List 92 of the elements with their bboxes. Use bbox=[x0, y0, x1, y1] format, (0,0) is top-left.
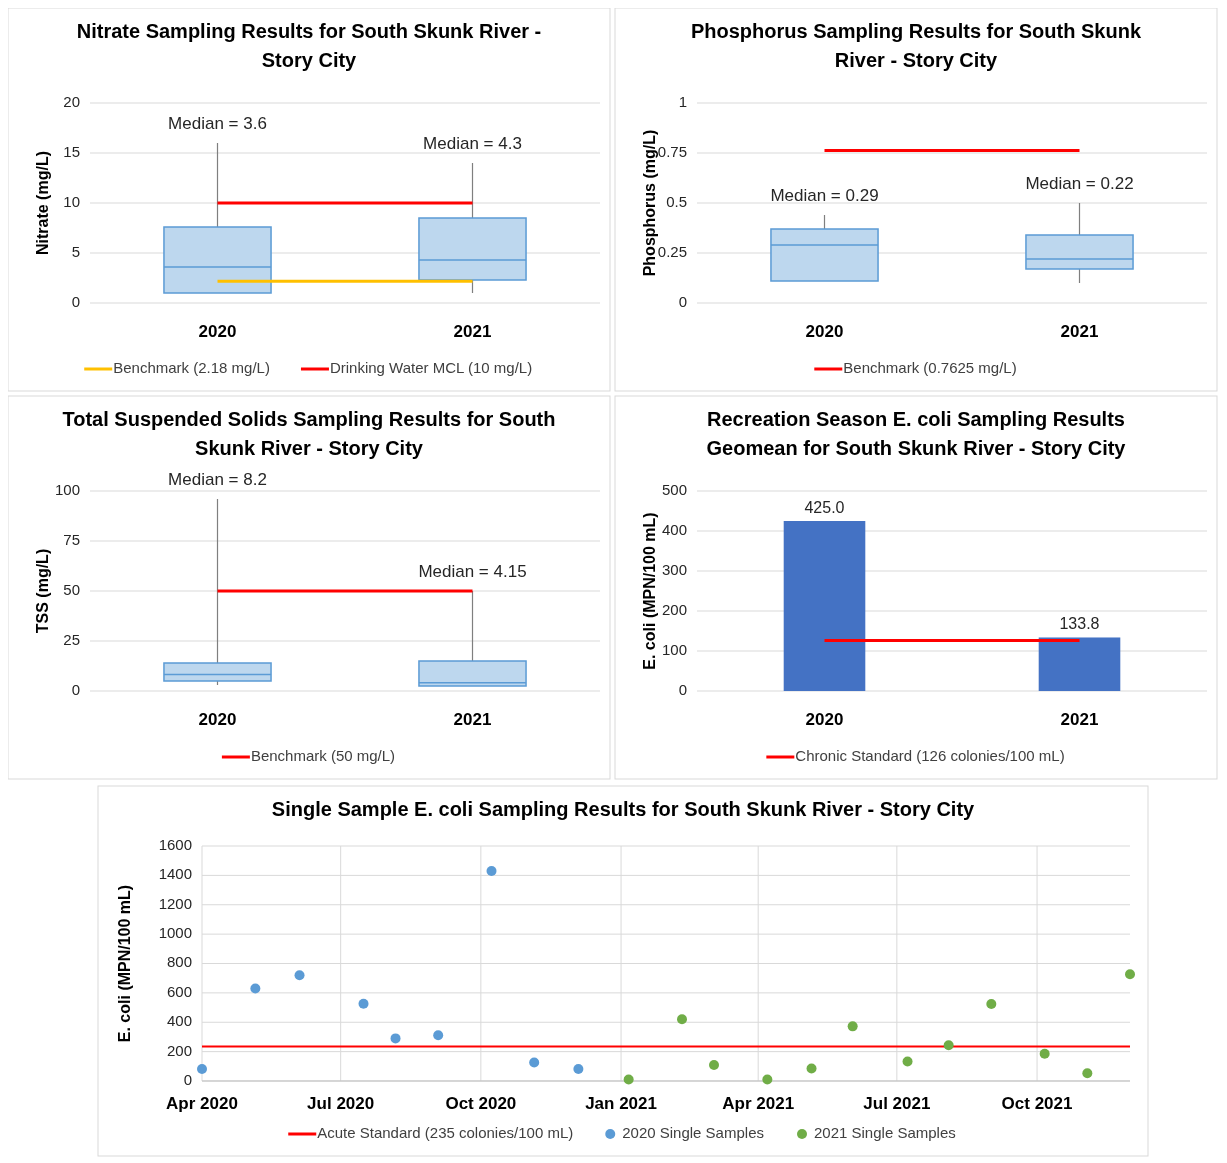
chart-title: Recreation Season E. coli Sampling Results Geomean for South Skunk River - Story City bbox=[706, 408, 1127, 459]
annotation: Median = 0.29 bbox=[770, 186, 879, 205]
y-tick-label: 20 bbox=[63, 92, 80, 110]
text: Median = 8.2 bbox=[168, 470, 267, 489]
point bbox=[902, 1056, 913, 1067]
x-tick-label: 2020 bbox=[805, 710, 844, 729]
y-tick-label: 300 bbox=[661, 560, 687, 578]
data-label: 133.8 bbox=[1059, 615, 1100, 633]
y-tick-label: 0 bbox=[183, 1070, 192, 1088]
y-tick-label: 1600 bbox=[158, 835, 192, 853]
y-tick-label: 200 bbox=[166, 1041, 192, 1059]
point bbox=[762, 1074, 773, 1085]
y-axis-title: E. coli (MPN/100 mL) bbox=[641, 512, 658, 670]
y-tick-label: 50 bbox=[63, 580, 80, 598]
y-axis-title: Nitrate (mg/L) bbox=[34, 151, 51, 255]
y-tick-label: 1 bbox=[678, 92, 687, 110]
legend-label: Benchmark (50 mg/L) bbox=[250, 746, 396, 764]
point bbox=[573, 1063, 584, 1074]
y-tick-label: 0.25 bbox=[657, 242, 687, 260]
y-tick-label: 400 bbox=[661, 520, 687, 538]
y-tick-label: 100 bbox=[661, 640, 687, 658]
point bbox=[847, 1021, 858, 1032]
y-tick-label: 75 bbox=[63, 530, 80, 548]
x-tick-label: 2020 bbox=[198, 710, 237, 729]
point bbox=[986, 999, 997, 1010]
y-tick-label: 100 bbox=[54, 480, 80, 498]
x-tick-label: 2020 bbox=[198, 322, 237, 341]
y-tick-label: 0 bbox=[71, 292, 80, 310]
point bbox=[486, 865, 497, 876]
y-axis-title: E. coli (MPN/100 mL) bbox=[116, 884, 133, 1043]
x-tick-label: Apr 2020 bbox=[166, 1094, 238, 1113]
point bbox=[1082, 1068, 1093, 1079]
legend-label: Chronic Standard (126 colonies/100 mL) bbox=[795, 746, 1065, 764]
annotation: Median = 4.15 bbox=[418, 562, 527, 581]
legend-label: Benchmark (0.7625 mg/L) bbox=[843, 358, 1017, 376]
x-tick-label: 2020 bbox=[805, 322, 844, 341]
point bbox=[806, 1063, 817, 1074]
annotation: Median = 3.6 bbox=[168, 114, 267, 133]
x-tick-label: Oct 2020 bbox=[445, 1094, 517, 1113]
y-tick-label: 800 bbox=[166, 953, 192, 971]
point bbox=[1125, 969, 1135, 980]
y-axis-title: Phosphorus (mg/L) bbox=[641, 129, 658, 277]
y-tick-label: 400 bbox=[166, 1012, 192, 1030]
chart-title: Nitrate Sampling Results for South Skunk River - Story City bbox=[76, 20, 542, 71]
annotation: Median = 4.3 bbox=[423, 134, 522, 153]
point bbox=[390, 1033, 401, 1044]
x-tick-label: Jan 2021 bbox=[585, 1094, 657, 1113]
y-tick-label: 0.75 bbox=[657, 142, 687, 160]
x-tick-label: Jul 2021 bbox=[863, 1094, 931, 1113]
chart-title: Total Suspended Solids Sampling Results for South Skunk River - Story City bbox=[62, 408, 556, 459]
point bbox=[294, 970, 305, 981]
y-tick-label: 500 bbox=[661, 480, 687, 498]
point bbox=[250, 983, 261, 994]
y-tick-label: 1400 bbox=[158, 865, 192, 883]
y-tick-label: 600 bbox=[166, 982, 192, 1000]
annotation: Median = 0.22 bbox=[1025, 174, 1134, 193]
x-tick-label: 2021 bbox=[1060, 710, 1099, 729]
point bbox=[197, 1063, 207, 1074]
legend-label: Drinking Water MCL (10 mg/L) bbox=[329, 358, 533, 376]
legend-label: Acute Standard (235 colonies/100 mL) bbox=[317, 1123, 574, 1141]
y-tick-label: 0.5 bbox=[666, 192, 687, 210]
data-label: 425.0 bbox=[804, 499, 845, 516]
legend-label: 2021 Single Samples bbox=[813, 1123, 956, 1141]
x-tick-label: Oct 2021 bbox=[1001, 1094, 1073, 1113]
point bbox=[529, 1057, 540, 1068]
y-tick-label: 200 bbox=[661, 600, 687, 618]
legend-label: 2020 Single Samples bbox=[622, 1123, 764, 1141]
y-tick-label: 1000 bbox=[158, 924, 192, 942]
x-tick-label: Jul 2020 bbox=[307, 1094, 375, 1113]
x-tick-label: 2021 bbox=[453, 710, 492, 729]
point bbox=[433, 1030, 444, 1041]
y-tick-label: 1200 bbox=[158, 894, 192, 912]
x-tick-label: 2021 bbox=[1060, 322, 1099, 341]
point bbox=[709, 1059, 719, 1070]
chart-title: Phosphorus Sampling Results for South Skunk River - Story City bbox=[690, 20, 1142, 71]
y-tick-label: 5 bbox=[71, 242, 80, 260]
point bbox=[943, 1040, 954, 1051]
y-tick-label: 10 bbox=[63, 192, 80, 210]
x-tick-label: Apr 2021 bbox=[722, 1094, 795, 1113]
y-tick-label: 0 bbox=[678, 292, 687, 310]
y-tick-label: 0 bbox=[678, 680, 687, 698]
point bbox=[677, 1014, 687, 1025]
y-axis-title: TSS (mg/L) bbox=[34, 548, 51, 634]
point bbox=[623, 1074, 634, 1085]
x-tick-label: 2021 bbox=[453, 322, 492, 341]
point bbox=[358, 998, 369, 1009]
chart-title: Single Sample E. coli Sampling Results for South Skunk River - Story City bbox=[271, 798, 976, 820]
legend-label: Benchmark (2.18 mg/L) bbox=[113, 358, 270, 376]
y-tick-label: 25 bbox=[63, 630, 80, 648]
point bbox=[1039, 1048, 1050, 1059]
y-tick-label: 15 bbox=[63, 142, 80, 160]
y-tick-label: 0 bbox=[71, 680, 80, 698]
